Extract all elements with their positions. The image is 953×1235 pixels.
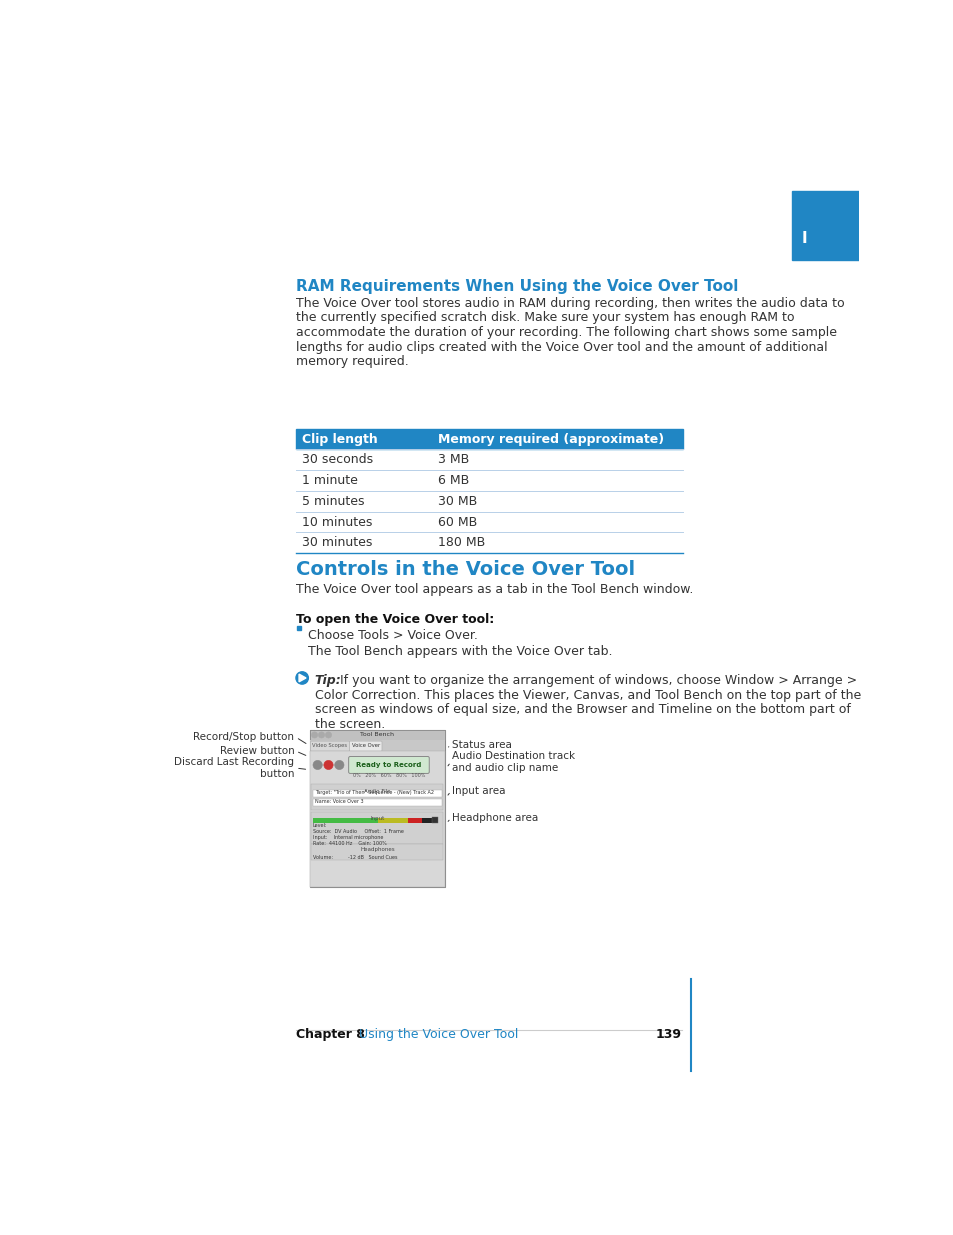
Text: The Tool Bench appears with the Voice Over tab.: The Tool Bench appears with the Voice Ov… xyxy=(308,645,612,658)
Text: Tip:: Tip: xyxy=(314,674,341,687)
Text: accommodate the duration of your recording. The following chart shows some sampl: accommodate the duration of your recordi… xyxy=(295,326,836,340)
Text: Input: Input xyxy=(370,816,384,821)
Text: Chapter 8: Chapter 8 xyxy=(295,1028,364,1041)
Text: 180 MB: 180 MB xyxy=(437,536,484,550)
Text: Tool Bench: Tool Bench xyxy=(360,732,394,737)
Text: Rate:  44100 Hz    Gain: 100%: Rate: 44100 Hz Gain: 100% xyxy=(313,841,386,846)
Text: Headphones: Headphones xyxy=(359,847,395,852)
Bar xyxy=(311,845,443,860)
Text: Audio File: Audio File xyxy=(364,789,390,794)
Text: Name: Voice Over 3: Name: Voice Over 3 xyxy=(314,799,363,804)
Bar xyxy=(310,740,444,751)
Text: 30 minutes: 30 minutes xyxy=(302,536,372,550)
Text: Target: "Trio of Then" Sequence - (New) Track A2: Target: "Trio of Then" Sequence - (New) … xyxy=(314,790,433,795)
Text: Voice Over: Voice Over xyxy=(352,743,379,748)
Text: Level:: Level: xyxy=(313,824,327,829)
FancyBboxPatch shape xyxy=(349,741,381,751)
Text: The Voice Over tool stores audio in RAM during recording, then writes the audio : The Voice Over tool stores audio in RAM … xyxy=(295,296,843,310)
FancyBboxPatch shape xyxy=(311,741,349,751)
Bar xyxy=(313,789,441,797)
Text: Clip length: Clip length xyxy=(302,432,377,446)
Text: 6 MB: 6 MB xyxy=(437,474,469,487)
Text: Status area: Status area xyxy=(452,740,512,750)
Text: Memory required (approximate): Memory required (approximate) xyxy=(437,432,663,446)
Text: Review button: Review button xyxy=(219,746,294,756)
Text: 10 minutes: 10 minutes xyxy=(302,515,372,529)
Text: lengths for audio clips created with the Voice Over tool and the amount of addit: lengths for audio clips created with the… xyxy=(295,341,826,353)
Bar xyxy=(311,784,443,810)
Text: RAM Requirements When Using the Voice Over Tool: RAM Requirements When Using the Voice Ov… xyxy=(295,279,738,294)
Text: Choose Tools > Voice Over.: Choose Tools > Voice Over. xyxy=(308,630,477,642)
Polygon shape xyxy=(298,674,306,682)
Bar xyxy=(310,730,444,740)
Circle shape xyxy=(325,732,332,739)
Text: 0%   20%   60%   80%   100%: 0% 20% 60% 80% 100% xyxy=(353,773,425,778)
Text: Video Scopes: Video Scopes xyxy=(313,743,347,748)
Text: Headphone area: Headphone area xyxy=(452,813,538,823)
Text: The Voice Over tool appears as a tab in the Tool Bench window.: The Voice Over tool appears as a tab in … xyxy=(295,583,693,597)
Circle shape xyxy=(335,761,344,769)
Bar xyxy=(297,626,301,630)
Text: screen as windows of equal size, and the Browser and Timeline on the bottom part: screen as windows of equal size, and the… xyxy=(314,704,849,716)
Circle shape xyxy=(323,761,333,769)
Bar xyxy=(408,818,422,823)
Text: Ready to Record: Ready to Record xyxy=(355,762,421,768)
Text: the currently specified scratch disk. Make sure your system has enough RAM to: the currently specified scratch disk. Ma… xyxy=(295,311,794,325)
Text: Color Correction. This places the Viewer, Canvas, and Tool Bench on the top part: Color Correction. This places the Viewer… xyxy=(314,689,860,701)
Text: 60 MB: 60 MB xyxy=(437,515,476,529)
Text: Source:  DV Audio     Offset:  1 Frame: Source: DV Audio Offset: 1 Frame xyxy=(313,829,403,834)
Text: 3 MB: 3 MB xyxy=(437,453,469,466)
Text: I: I xyxy=(801,231,806,246)
Text: If you want to organize the arrangement of windows, choose Window > Arrange >: If you want to organize the arrangement … xyxy=(332,674,856,687)
Bar xyxy=(313,799,441,805)
Bar xyxy=(791,190,858,259)
Circle shape xyxy=(318,732,324,739)
Bar xyxy=(313,818,432,823)
Text: 1 minute: 1 minute xyxy=(302,474,357,487)
Text: Input area: Input area xyxy=(452,787,505,797)
FancyBboxPatch shape xyxy=(348,757,429,773)
Text: Controls in the Voice Over Tool: Controls in the Voice Over Tool xyxy=(295,561,635,579)
Text: 5 minutes: 5 minutes xyxy=(302,495,364,508)
Bar xyxy=(431,816,437,824)
Bar xyxy=(377,818,407,823)
Bar xyxy=(313,818,377,823)
Text: 30 MB: 30 MB xyxy=(437,495,476,508)
Text: memory required.: memory required. xyxy=(295,356,408,368)
Text: Input:    Internal microphone: Input: Internal microphone xyxy=(313,835,383,840)
Text: Audio Destination track
and audio clip name: Audio Destination track and audio clip n… xyxy=(452,751,575,773)
Text: the screen.: the screen. xyxy=(314,718,384,731)
Bar xyxy=(295,430,682,450)
Bar xyxy=(310,751,444,888)
Text: Using the Voice Over Tool: Using the Voice Over Tool xyxy=(359,1028,518,1041)
Text: Record/Stop button: Record/Stop button xyxy=(193,732,294,742)
Circle shape xyxy=(295,672,308,684)
Text: Discard Last Recording
button: Discard Last Recording button xyxy=(174,757,294,779)
Text: 139: 139 xyxy=(656,1028,681,1041)
Circle shape xyxy=(313,761,322,769)
Text: To open the Voice Over tool:: To open the Voice Over tool: xyxy=(295,613,494,625)
Bar xyxy=(311,811,443,845)
Text: 30 seconds: 30 seconds xyxy=(302,453,373,466)
Text: Volume:          -12 dB   Sound Cues: Volume: -12 dB Sound Cues xyxy=(313,855,397,860)
Circle shape xyxy=(311,732,317,739)
Bar xyxy=(310,730,444,888)
